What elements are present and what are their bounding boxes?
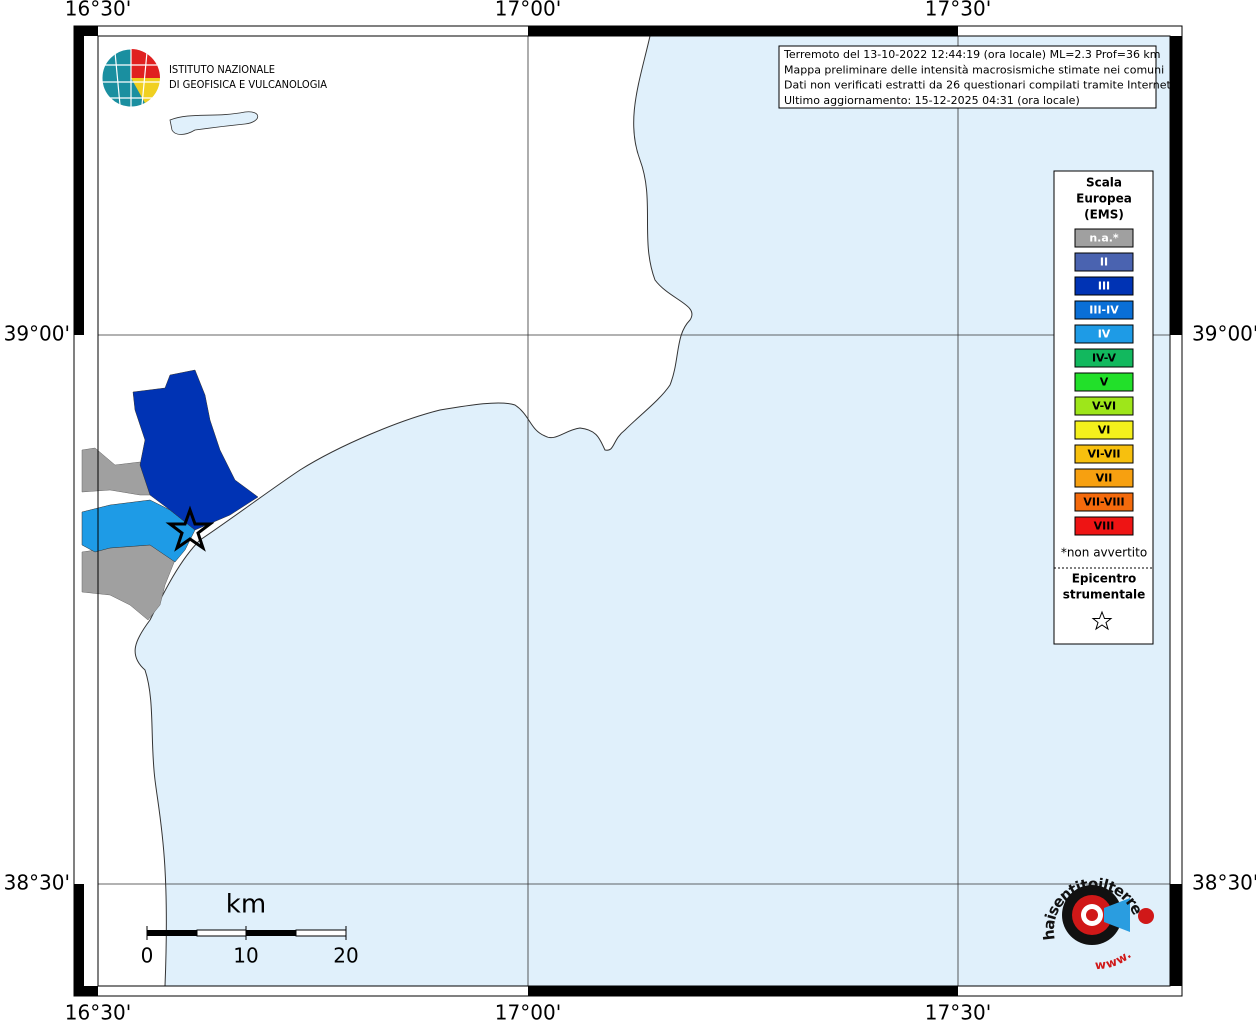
info-line: Ultimo aggiornamento: 15-12-2025 04:31 (… (784, 94, 1080, 107)
legend-label: III (1098, 280, 1110, 293)
lon-label: 16°30' (65, 1001, 131, 1024)
lon-label: 17°30' (925, 0, 991, 21)
logo-ring (1086, 909, 1098, 921)
info-line: Mappa preliminare delle intensità macros… (784, 63, 1164, 76)
legend-swatch (1074, 348, 1134, 368)
legend-label: VII-VIII (1083, 496, 1124, 509)
lat-label: 39°00' (1192, 322, 1256, 346)
scale-seg (147, 930, 197, 936)
logo-question (1138, 908, 1154, 924)
legend-footnote: *non avvertito (1061, 546, 1147, 560)
lat-label: 38°30' (1192, 871, 1256, 895)
lon-label: 16°30' (65, 0, 131, 21)
region-iii (132, 369, 259, 531)
legend-swatch (1074, 324, 1134, 344)
scale-seg (295, 929, 347, 937)
scale-seg (246, 930, 296, 936)
legend-title: (EMS) (1084, 208, 1124, 222)
legend-star (1091, 610, 1113, 631)
lon-label: 17°00' (495, 0, 561, 21)
ingv-logo: ISTITUTO NAZIONALE DI GEOFISICA E VULCAN… (101, 48, 327, 108)
lon-label: 17°30' (925, 1001, 991, 1024)
region-iv (81, 499, 196, 563)
legend-swatch (1074, 516, 1134, 536)
legend-swatch (1074, 372, 1134, 392)
lat-label: 38°30' (4, 871, 70, 895)
legend-swatch (1074, 492, 1134, 512)
scale-label: 20 (333, 944, 358, 968)
scale-unit: km (226, 890, 266, 920)
legend-epicenter: Epicentro (1072, 572, 1137, 586)
legend-label: V-VI (1092, 400, 1116, 413)
lon-label: 17°00' (495, 1001, 561, 1024)
logo-grid (102, 49, 160, 107)
lat-label: 39°00' (4, 322, 70, 346)
legend-swatch (1074, 228, 1134, 248)
legend-swatch (1074, 420, 1134, 440)
legend-swatch (1074, 468, 1134, 488)
logo-text: DI GEOFISICA E VULCANOLOGIA (169, 78, 327, 91)
scale-seg (196, 929, 247, 937)
epicenter-star (165, 505, 215, 552)
legend-label: VIII (1094, 520, 1115, 533)
legend-swatch (1074, 396, 1134, 416)
legend-label: III-IV (1089, 304, 1119, 317)
frame-ticks (74, 26, 1182, 996)
logo-wedge (131, 78, 160, 103)
legend-label: V (1100, 376, 1109, 389)
lake (169, 111, 259, 135)
scale-label: 10 (233, 944, 258, 968)
legend-label: IV (1098, 328, 1111, 341)
legend-label: II (1100, 256, 1108, 269)
legend: ScalaEuropea(EMS)n.a.*IIIIIIII-IVIVIV-VV… (1054, 176, 1153, 631)
legend-swatch (1074, 300, 1134, 320)
legend-title: Europea (1076, 192, 1132, 206)
info-box (778, 45, 1157, 109)
legend-epicenter: strumentale (1063, 588, 1146, 602)
info-line: Dati non verificati estratti da 26 quest… (784, 79, 1174, 92)
legend-title: Scala (1086, 176, 1122, 190)
legend-swatch (1074, 276, 1134, 296)
info-lines: Terremoto del 13-10-2022 12:44:19 (ora l… (783, 48, 1174, 107)
legend-label: VI (1098, 424, 1111, 437)
legend-swatch (1074, 252, 1134, 272)
legend-label: n.a.* (1089, 232, 1119, 245)
legend-swatch (1074, 444, 1134, 464)
graticule (98, 36, 1170, 986)
legend-label: VI-VII (1087, 448, 1120, 461)
land (97, 35, 693, 987)
logo-speaker (1104, 898, 1130, 932)
scale-label: 0 (141, 944, 154, 968)
legend-label: IV-V (1092, 352, 1117, 365)
info-line: Terremoto del 13-10-2022 12:44:19 (ora l… (783, 48, 1161, 61)
scale-bar: km 0 10 20 (141, 890, 359, 968)
legend-label: VII (1096, 472, 1113, 485)
logo-text: ISTITUTO NAZIONALE (169, 63, 275, 76)
